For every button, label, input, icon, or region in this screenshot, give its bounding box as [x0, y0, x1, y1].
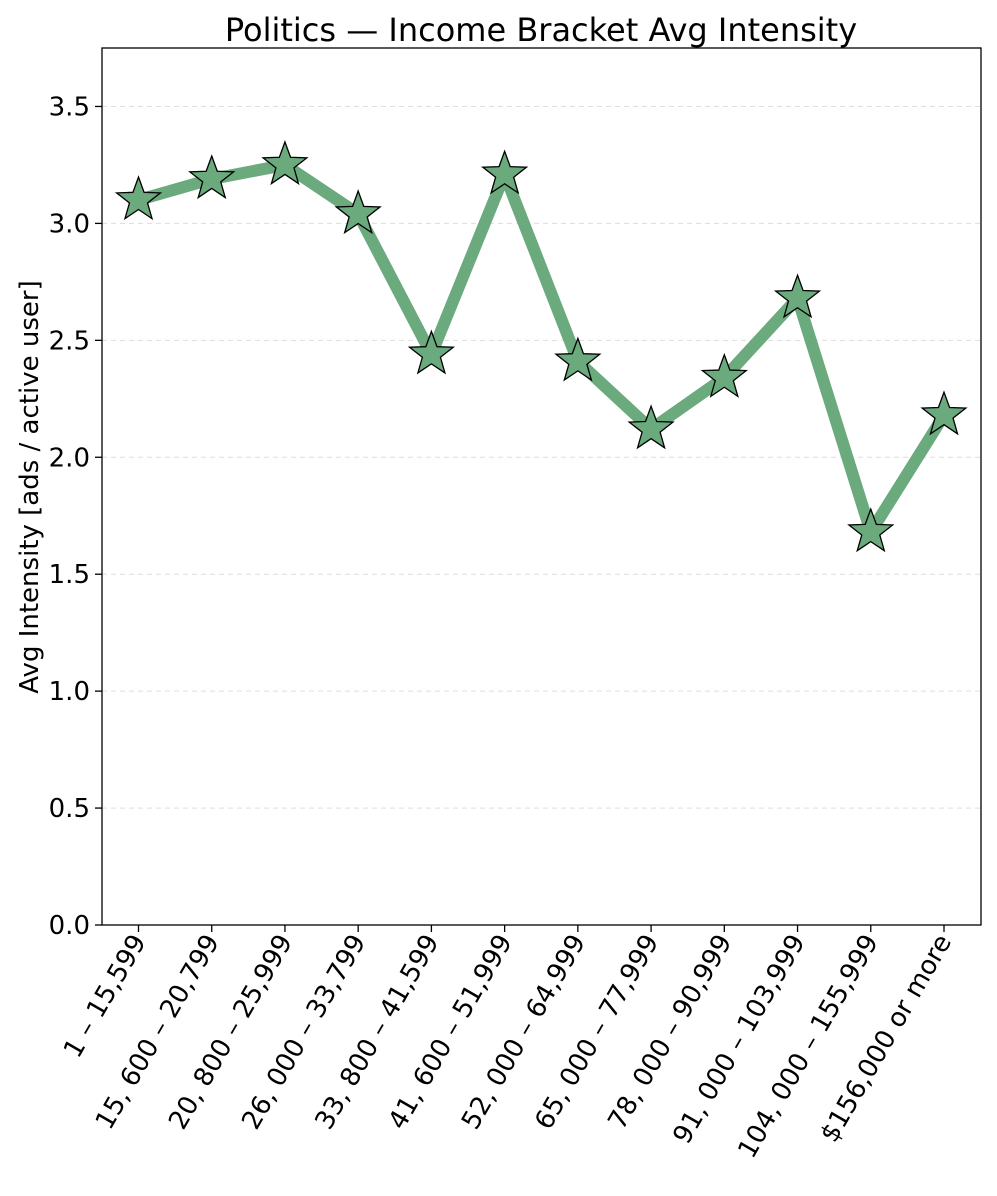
gridlines — [102, 105, 981, 809]
series-line — [132, 158, 950, 539]
star-marker — [114, 175, 163, 221]
chart-title: Politics — Income Bracket Avg Intensity — [225, 11, 857, 49]
star-marker — [920, 390, 968, 436]
star-marker — [627, 404, 675, 450]
y-tick-label: 1.0 — [49, 677, 90, 707]
star-marker — [261, 140, 309, 186]
y-tick-label: 2.0 — [49, 443, 90, 473]
star-marker — [407, 329, 456, 375]
y-tick-label: 3.0 — [49, 209, 90, 239]
y-axis-label: Avg Intensity [ads / active user] — [15, 280, 45, 693]
star-marker — [188, 154, 236, 200]
star-marker — [554, 336, 602, 382]
star-marker — [480, 149, 529, 195]
y-tick-label: 3.5 — [49, 92, 90, 122]
star-marker — [847, 507, 895, 553]
series-group — [114, 140, 968, 553]
x-tick-label: 91, 000 – 103,999 — [667, 930, 811, 1150]
y-axis-ticks: 0.0 0.5 1.0 1.5 2.0 2.5 3.0 3.5 — [49, 92, 102, 941]
y-tick-label: 1.5 — [49, 560, 90, 590]
plot-area-frame — [101, 47, 982, 926]
y-tick-label: 2.5 — [49, 326, 90, 356]
x-tick-label: $156,000 or more — [815, 930, 958, 1148]
y-tick-label: 0.5 — [49, 794, 90, 824]
star-marker — [773, 273, 822, 319]
star-marker — [334, 189, 382, 235]
x-tick-label: 104, 000 – 155,999 — [732, 930, 884, 1164]
star-marker — [700, 352, 748, 398]
y-tick-label: 0.0 — [49, 911, 90, 941]
